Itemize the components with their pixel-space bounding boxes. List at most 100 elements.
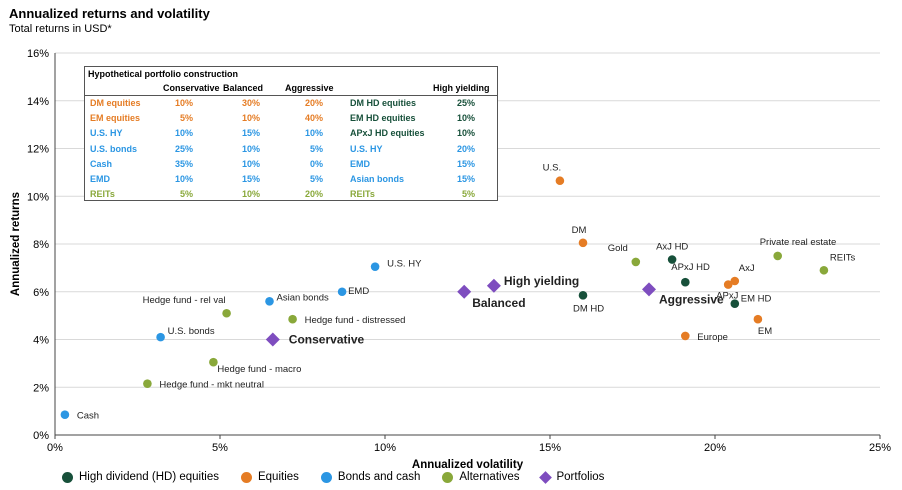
data-point-apxj-hd (681, 277, 690, 287)
portfolio-table-cell: EMD (90, 173, 110, 184)
point-label-gold: Gold (608, 243, 628, 254)
point-label-hedge-fund-mkt-neutral: Hedge fund - mkt neutral (159, 380, 264, 391)
portfolio-table-cell: 10% (174, 173, 193, 184)
y-tick-label: 14% (27, 96, 49, 108)
legend-item: Bonds and cash (320, 471, 421, 483)
point-label-u-s-: U.S. (543, 163, 561, 174)
data-point-reits (819, 265, 829, 275)
portfolio-table-row: EM equities 5% 10% 40% EM HD equities 10% (85, 112, 497, 127)
portfolio-table-cell: 5% (179, 189, 193, 200)
portfolio-table-cell: 5% (309, 173, 323, 184)
portfolio-table-cell: U.S. HY (350, 143, 383, 154)
y-tick-label: 12% (27, 144, 49, 156)
portfolio-table-cell: 10% (304, 128, 323, 139)
point-label-emd: EMD (348, 286, 369, 297)
point-label-hedge-fund-rel-val: Hedge fund - rel val (143, 295, 226, 306)
x-axis-label: Annualized volatility (412, 459, 524, 471)
portfolio-table-row: Cash 35% 10% 0% EMD 15% (85, 158, 497, 173)
legend-item: High dividend (HD) equities (62, 471, 219, 483)
portfolio-table-cell: 10% (241, 113, 260, 124)
data-point-em (753, 314, 763, 324)
point-label-axj: AxJ (739, 263, 755, 274)
point-label-axj-hd: AxJ HD (656, 242, 688, 253)
y-axis-label: Annualized returns (10, 192, 22, 296)
x-tick-label: 20% (704, 442, 726, 454)
point-label-europe: Europe (697, 332, 728, 343)
portfolio-table-row: REITs 5% 10% 20% REITs 5% (85, 188, 497, 203)
x-tick-label: 0% (47, 442, 63, 454)
portfolio-table-row: EMD 10% 15% 5% Asian bonds 15% (85, 173, 497, 188)
point-label-asian-bonds: Asian bonds (277, 292, 330, 303)
y-tick-label: 4% (33, 335, 49, 347)
data-point-emd (337, 287, 347, 297)
point-label-apxj: APxJ (716, 291, 738, 302)
portfolio-table-cell: DM HD equities (350, 98, 417, 108)
portfolio-table-cell: APxJ HD equities (350, 128, 425, 139)
portfolio-table-title: Hypothetical portfolio construction (88, 69, 238, 79)
x-tick-label: 15% (539, 442, 561, 454)
portfolio-table-divider (85, 95, 497, 96)
x-tick-label: 10% (374, 442, 396, 454)
point-label-u-s-hy: U.S. HY (387, 259, 422, 270)
header-high-yielding: High yielding (433, 83, 490, 93)
point-label-aggressive: Aggressive (659, 292, 724, 306)
y-tick-label: 10% (27, 191, 49, 203)
portfolio-table-cell: EMD (350, 158, 370, 169)
data-point-u-s-hy (370, 262, 380, 271)
portfolio-table-cell: Asian bonds (350, 173, 405, 184)
portfolio-table-cell: 10% (241, 189, 260, 200)
portfolio-table-cell: 5% (179, 113, 193, 124)
point-label-em-hd: EM HD (741, 294, 772, 305)
y-tick-label: 0% (33, 430, 49, 442)
legend-label: Equities (257, 471, 299, 483)
portfolio-table-cell: 10% (456, 113, 475, 124)
point-label-apxj-hd: APxJ HD (671, 262, 710, 273)
data-point-dm (578, 238, 588, 248)
portfolio-table-cell: DM equities (90, 98, 141, 108)
data-point-em-hd (730, 299, 740, 308)
point-label-balanced: Balanced (472, 296, 525, 310)
portfolio-table-cell: 40% (304, 113, 323, 124)
legend-label: Bonds and cash (337, 471, 421, 483)
data-point-dm-hd (578, 291, 588, 300)
point-label-conservative: Conservative (289, 333, 365, 347)
point-label-dm-hd: DM HD (573, 303, 604, 314)
portfolio-table-cell: 5% (461, 189, 475, 200)
y-tick-label: 2% (33, 382, 49, 394)
portfolio-table-cell: 10% (241, 158, 260, 169)
data-point-gold (631, 257, 641, 267)
point-label-dm: DM (572, 225, 587, 236)
legend-swatch (539, 470, 553, 484)
portfolio-table-cell: EM equities (90, 113, 141, 124)
portfolio-marker-aggressive (642, 282, 656, 297)
portfolio-marker-high-yielding (486, 278, 501, 293)
data-point-cash (60, 410, 70, 420)
portfolio-table-cell: 20% (304, 98, 323, 108)
legend-item: Portfolios (539, 470, 604, 484)
portfolio-table-rows: DM equities 10% 30% 20% DM HD equities 25% EM … (85, 97, 497, 203)
data-point-hedge-fund-rel-val (222, 308, 231, 318)
portfolio-table-cell: 20% (304, 189, 323, 200)
portfolio-table-cell: U.S. HY (90, 128, 123, 139)
point-label-high-yielding: High yielding (504, 274, 579, 288)
portfolio-table-cell: 35% (174, 158, 193, 169)
legend-swatch (240, 471, 252, 483)
portfolio-table: Hypothetical portfolio construction Cons… (84, 66, 498, 201)
portfolio-table-cell: 15% (456, 173, 475, 184)
header-aggressive: Aggressive (285, 83, 334, 93)
data-point-u-s- (555, 176, 565, 186)
portfolio-table-cell: 0% (309, 158, 323, 169)
data-point-hedge-fund-macro (209, 357, 218, 367)
legend-item: Alternatives (442, 471, 519, 483)
portfolio-table-cell: REITs (350, 189, 375, 200)
y-tick-label: 6% (33, 287, 49, 299)
legend-swatch (320, 471, 332, 483)
portfolio-table-cell: 20% (456, 143, 475, 154)
point-label-em: EM (758, 326, 772, 337)
portfolio-table-cell: EM HD equities (350, 113, 416, 124)
portfolio-marker-conservative (265, 332, 280, 347)
chart-legend: High dividend (HD) equities Equities Bonds… (62, 470, 604, 484)
data-point-hedge-fund-mkt-neutral (143, 379, 152, 388)
data-point-asian-bonds (265, 297, 274, 306)
